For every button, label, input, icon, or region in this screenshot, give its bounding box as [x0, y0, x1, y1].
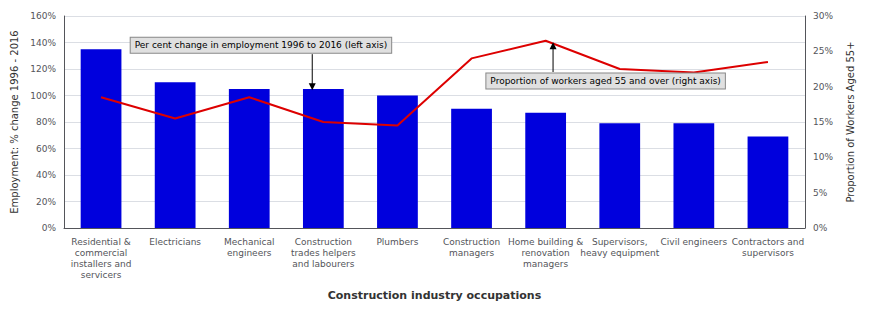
svg-text:5%: 5% — [813, 188, 828, 198]
svg-text:0%: 0% — [813, 223, 828, 233]
svg-text:Proportion of workers aged 55: Proportion of workers aged 55 and over (… — [490, 76, 721, 86]
svg-text:Construction industry occupati: Construction industry occupations — [328, 289, 542, 302]
svg-text:30%: 30% — [813, 11, 833, 21]
svg-text:servicers: servicers — [81, 270, 122, 280]
svg-text:and labourers: and labourers — [292, 259, 354, 269]
svg-text:Electricians: Electricians — [149, 237, 201, 247]
svg-text:Plumbers: Plumbers — [376, 237, 418, 247]
svg-text:heavy equipment: heavy equipment — [580, 248, 659, 258]
svg-text:installers and: installers and — [71, 259, 132, 269]
svg-text:Mechanical: Mechanical — [224, 237, 275, 247]
svg-text:commercial: commercial — [75, 248, 128, 258]
svg-text:trades helpers: trades helpers — [291, 248, 356, 258]
svg-text:25%: 25% — [813, 46, 833, 56]
svg-text:100%: 100% — [30, 91, 56, 101]
svg-text:Residential &: Residential & — [71, 237, 130, 247]
svg-text:160%: 160% — [30, 11, 56, 21]
svg-text:supervisors: supervisors — [742, 248, 794, 258]
svg-text:Home building &: Home building & — [508, 237, 583, 247]
svg-text:15%: 15% — [813, 117, 833, 127]
svg-text:0%: 0% — [42, 223, 57, 233]
svg-text:engineers: engineers — [227, 248, 272, 258]
svg-text:Construction: Construction — [295, 237, 352, 247]
svg-text:10%: 10% — [813, 152, 833, 162]
svg-text:renovation: renovation — [521, 248, 569, 258]
svg-text:managers: managers — [449, 248, 494, 258]
svg-text:60%: 60% — [36, 144, 56, 154]
svg-text:Contractors and: Contractors and — [732, 237, 804, 247]
svg-text:Supervisors,: Supervisors, — [592, 237, 648, 247]
svg-text:Civil engineers: Civil engineers — [661, 237, 728, 247]
svg-text:140%: 140% — [30, 38, 56, 48]
svg-text:managers: managers — [523, 259, 568, 269]
svg-text:Per cent change in employment: Per cent change in employment 1996 to 20… — [135, 40, 388, 50]
svg-text:Proportion of Workers Aged 55+: Proportion of Workers Aged 55+ — [845, 41, 856, 202]
svg-text:120%: 120% — [30, 64, 56, 74]
svg-text:Construction: Construction — [443, 237, 500, 247]
svg-text:Employment: % change 1996 - 20: Employment: % change 1996 - 2016 — [9, 30, 20, 213]
svg-text:40%: 40% — [36, 170, 56, 180]
svg-text:20%: 20% — [36, 197, 56, 207]
svg-text:80%: 80% — [36, 117, 56, 127]
svg-text:20%: 20% — [813, 82, 833, 92]
